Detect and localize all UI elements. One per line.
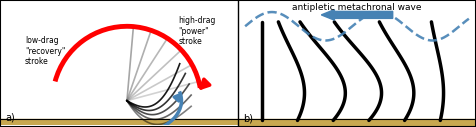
Bar (0, 118, 238, 125)
Text: b): b) (243, 114, 253, 124)
FancyArrow shape (321, 10, 393, 20)
Text: high-drag
"power"
stroke: high-drag "power" stroke (178, 16, 216, 46)
Text: a): a) (5, 113, 15, 123)
Text: low-drag
"recovery"
stroke: low-drag "recovery" stroke (25, 36, 65, 66)
Bar (238, 119, 476, 127)
Text: antipletic metachronal wave: antipletic metachronal wave (292, 3, 422, 12)
